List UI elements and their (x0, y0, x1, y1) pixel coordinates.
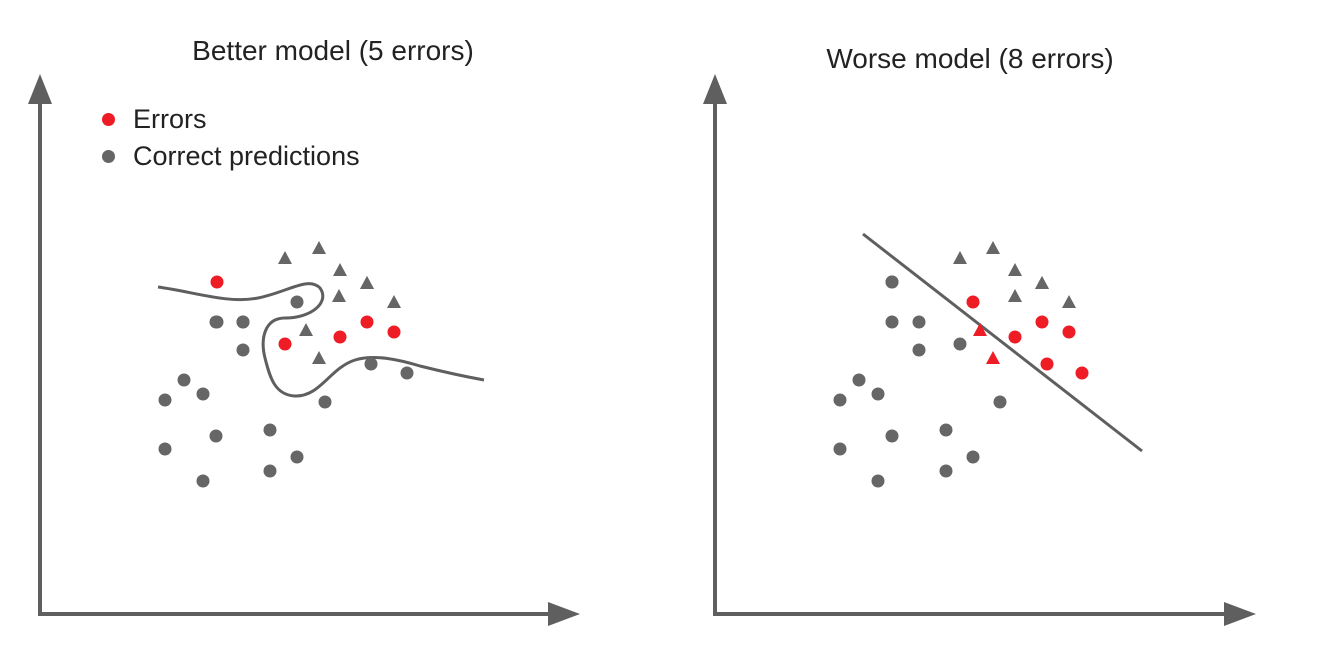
better-point-circle-correct-13 (318, 395, 332, 409)
better-point-triangle-correct-27 (332, 289, 346, 302)
worse-point-circle-correct-3 (912, 343, 926, 357)
better-point-circle-correct-3 (290, 295, 304, 309)
worse-point-circle-correct-15 (885, 275, 899, 289)
worse-point-triangle-correct-29 (1062, 295, 1076, 308)
worse-point-circle-error-16 (966, 295, 980, 309)
worse-point-circle-correct-9 (833, 442, 847, 456)
legend-dot-correct-icon (102, 150, 115, 163)
points-worse (833, 241, 1089, 488)
better-point-circle-error-19 (278, 337, 292, 351)
points-better (158, 241, 414, 488)
better-point-circle-correct-5 (158, 393, 172, 407)
worse-point-circle-error-20 (1040, 357, 1054, 371)
worse-point-circle-correct-6 (833, 393, 847, 407)
better-point-circle-correct-9 (196, 474, 210, 488)
worse-point-triangle-error-22 (973, 323, 987, 336)
better-point-circle-correct-10 (263, 423, 277, 437)
better-point-circle-correct-8 (158, 442, 172, 456)
better-point-circle-correct-2 (236, 343, 250, 357)
worse-point-circle-error-19 (1062, 325, 1076, 339)
better-point-circle-correct-17 (236, 315, 250, 329)
worse-point-triangle-correct-25 (986, 241, 1000, 254)
panel-title-better: Better model (5 errors) (192, 35, 474, 66)
legend-item-correct: Correct predictions (102, 141, 360, 172)
better-point-triangle-correct-24 (312, 241, 326, 254)
y-axis-arrow-better-icon (28, 74, 52, 104)
worse-point-circle-correct-7 (871, 387, 885, 401)
better-point-triangle-correct-23 (278, 251, 292, 264)
legend-label-errors: Errors (133, 104, 207, 134)
better-point-circle-error-21 (360, 315, 374, 329)
better-point-triangle-correct-30 (312, 351, 326, 364)
worse-point-circle-correct-14 (993, 395, 1007, 409)
better-point-triangle-correct-29 (299, 323, 313, 336)
legend-item-errors: Errors (102, 104, 207, 135)
y-axis-arrow-worse-icon (703, 74, 727, 104)
worse-point-circle-correct-10 (871, 474, 885, 488)
axes-better (28, 74, 580, 626)
worse-point-circle-error-18 (1035, 315, 1049, 329)
better-point-triangle-correct-28 (387, 295, 401, 308)
better-point-circle-error-20 (333, 330, 347, 344)
worse-point-triangle-correct-26 (1008, 263, 1022, 276)
legend-dot-errors-icon (102, 113, 115, 126)
better-point-circle-correct-16 (209, 315, 223, 329)
worse-point-triangle-correct-30 (1035, 276, 1049, 289)
better-point-circle-correct-6 (196, 387, 210, 401)
worse-point-circle-correct-2 (912, 315, 926, 329)
worse-point-triangle-correct-24 (953, 251, 967, 264)
worse-point-circle-correct-5 (852, 373, 866, 387)
better-point-circle-correct-14 (364, 357, 378, 371)
worse-point-circle-correct-13 (966, 450, 980, 464)
better-point-circle-error-22 (387, 325, 401, 339)
worse-point-circle-correct-1 (885, 315, 899, 329)
better-point-circle-correct-11 (263, 464, 277, 478)
worse-point-circle-correct-11 (939, 423, 953, 437)
decision-boundary-curve (157, 282, 485, 398)
axes-worse (703, 74, 1256, 626)
better-point-circle-correct-4 (177, 373, 191, 387)
worse-point-circle-correct-4 (953, 337, 967, 351)
better-point-circle-correct-15 (400, 366, 414, 380)
worse-point-triangle-correct-28 (1008, 289, 1022, 302)
x-axis-arrow-worse-icon (1224, 602, 1256, 626)
decision-boundary-line (862, 232, 1143, 453)
better-point-circle-error-18 (210, 275, 224, 289)
better-point-triangle-correct-25 (333, 263, 347, 276)
worse-point-circle-correct-12 (939, 464, 953, 478)
better-point-triangle-correct-31 (360, 276, 374, 289)
worse-point-circle-correct-8 (885, 429, 899, 443)
worse-point-triangle-error-23 (986, 351, 1000, 364)
panel-title-worse: Worse model (8 errors) (826, 43, 1114, 74)
better-point-circle-correct-7 (209, 429, 223, 443)
worse-point-circle-error-17 (1008, 330, 1022, 344)
worse-point-circle-error-21 (1075, 366, 1089, 380)
x-axis-arrow-better-icon (548, 602, 580, 626)
better-point-circle-correct-12 (290, 450, 304, 464)
legend-label-correct: Correct predictions (133, 141, 360, 171)
